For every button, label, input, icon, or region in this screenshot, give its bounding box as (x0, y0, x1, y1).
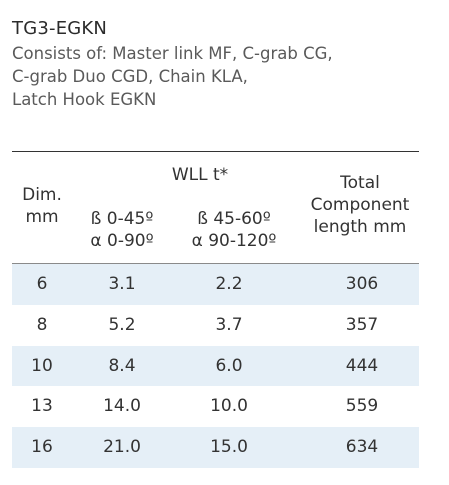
cell-total-length: 559 (345, 396, 379, 417)
cell-wll-1: 5.2 (108, 314, 136, 335)
table-row: 6 3.1 2.2 306 (12, 264, 419, 305)
header-wll-2-line-1: ß 45-60º (197, 209, 271, 229)
cell-wll-2: 15.0 (210, 437, 248, 458)
description-line-2: C-grab Duo CGD, Chain KLA, (12, 67, 248, 86)
header-wll-2: ß 45-60º α 90-120º (184, 208, 284, 252)
header-wll-2-line-2: α 90-120º (191, 231, 277, 251)
description-line-3: Latch Hook EGKN (12, 90, 157, 109)
table-row: 8 5.2 3.7 357 (12, 305, 419, 346)
cell-wll-1: 14.0 (103, 396, 141, 417)
table-row: 16 21.0 15.0 634 (12, 427, 419, 468)
header-wll-1-line-1: ß 0-45º (90, 209, 154, 229)
cell-wll-2: 2.2 (215, 274, 243, 294)
table-row: 10 8.4 6.0 444 (12, 345, 419, 387)
product-description: Consists of: Master link MF, C-grab CG, … (12, 42, 432, 111)
table-body: 6 3.1 2.2 306 8 5.2 3.7 357 10 8.4 6.0 4… (12, 264, 419, 468)
cell-total-length: 634 (345, 437, 379, 458)
header-total-line-1: Total (340, 173, 380, 193)
cell-wll-1: 21.0 (103, 437, 141, 458)
table-top-rule (12, 151, 419, 152)
cell-total-length: 444 (345, 355, 379, 376)
cell-total-length: 306 (345, 274, 379, 294)
cell-dim: 10 (31, 355, 53, 376)
product-code: TG3-EGKN (12, 18, 108, 39)
header-dim: Dim. mm (12, 184, 72, 228)
description-line-1: Consists of: Master link MF, C-grab CG, (12, 44, 333, 63)
header-total-line-3: length mm (313, 217, 407, 237)
cell-dim: 13 (31, 396, 53, 417)
header-total-line-2: Component (310, 195, 410, 215)
header-wll-1: ß 0-45º α 0-90º (84, 208, 160, 252)
header-total-length: Total Component length mm (300, 172, 420, 238)
cell-dim: 16 (31, 437, 53, 458)
cell-dim: 6 (36, 274, 48, 294)
table-header-rule (12, 263, 419, 264)
header-dim-line-1: Dim. (22, 185, 62, 205)
table-row: 13 14.0 10.0 559 (12, 386, 419, 427)
cell-dim: 8 (36, 314, 48, 335)
cell-wll-2: 6.0 (215, 355, 243, 376)
cell-wll-1: 8.4 (108, 355, 136, 376)
header-wll-group: WLL t* (171, 165, 229, 185)
cell-wll-2: 3.7 (215, 314, 243, 335)
header-wll-1-line-2: α 0-90º (90, 231, 154, 251)
cell-total-length: 357 (345, 314, 379, 335)
cell-wll-2: 10.0 (210, 396, 248, 417)
header-dim-line-2: mm (25, 207, 59, 227)
cell-wll-1: 3.1 (108, 274, 136, 294)
